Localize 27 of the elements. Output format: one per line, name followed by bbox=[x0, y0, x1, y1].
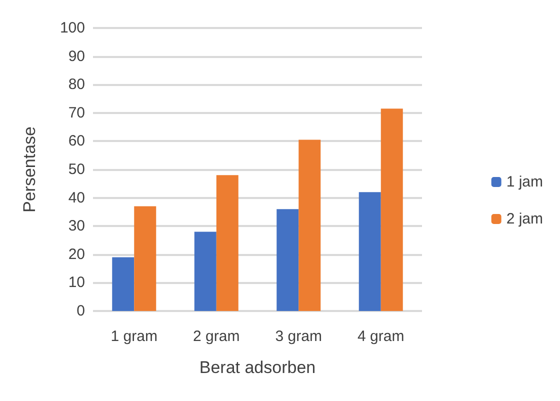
bar bbox=[194, 232, 216, 311]
bar bbox=[112, 257, 134, 311]
bar bbox=[380, 108, 403, 311]
x-tick-label: 3 gram bbox=[275, 328, 322, 345]
bar bbox=[276, 209, 299, 311]
x-tick-label: 4 gram bbox=[358, 328, 404, 345]
y-tick-label: 20 bbox=[68, 246, 85, 263]
y-tick-label: 40 bbox=[68, 189, 85, 206]
y-tick-label: 30 bbox=[68, 218, 85, 235]
y-tick-label: 10 bbox=[68, 274, 85, 292]
bar bbox=[358, 192, 381, 311]
y-tick-label: 90 bbox=[68, 48, 85, 65]
bar bbox=[216, 175, 238, 311]
y-tick-label: 70 bbox=[68, 104, 85, 122]
y-tick-label: 60 bbox=[68, 132, 85, 150]
y-axis-title: Persentase bbox=[20, 126, 39, 212]
y-tick-label: 50 bbox=[68, 161, 85, 178]
x-tick-label: 1 gram bbox=[110, 328, 158, 345]
x-axis-title: Berat adsorben bbox=[199, 358, 316, 377]
bar bbox=[134, 206, 156, 311]
x-tick-label: 2 gram bbox=[193, 328, 240, 345]
y-tick-label: 100 bbox=[60, 20, 85, 36]
legend-label: 2 jam bbox=[506, 210, 544, 228]
bar bbox=[298, 140, 321, 311]
legend-label: 1 jam bbox=[506, 174, 544, 190]
y-tick-label: 0 bbox=[76, 302, 85, 320]
y-tick-label: 80 bbox=[68, 76, 85, 94]
